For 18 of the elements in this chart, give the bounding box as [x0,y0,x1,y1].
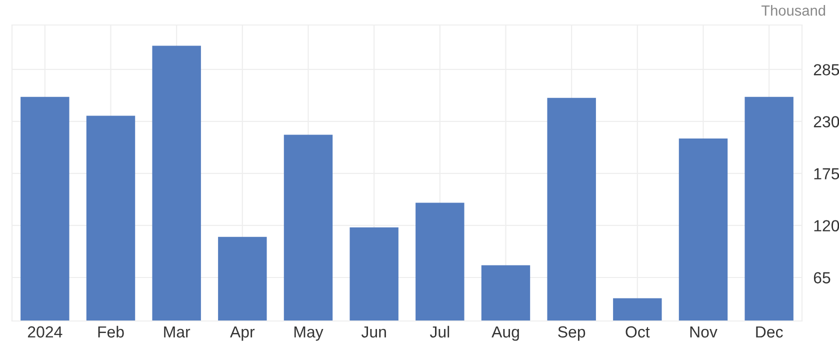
x-tick-label: Apr [230,326,255,341]
x-tick-label: Dec [756,326,783,338]
y-tick-label: 120 [814,220,839,232]
x-tick-label: Jul [430,326,450,338]
x-tick-label: Mar [164,326,190,338]
x-tick-label: Jun [361,326,386,338]
x-tick-label: Aug [492,326,519,341]
x-tick-label: Oct [626,326,650,338]
y-tick-label: 65 [814,272,830,284]
y-tick-label: 230 [814,116,839,128]
x-tick-label: 2024 [28,326,62,338]
x-tick-label: Nov [690,326,718,338]
x-tick-label: May [294,326,324,341]
x-tick-label: Feb [98,326,124,338]
y-tick-label: 285 [814,64,839,76]
x-tick-label: Sep [558,326,586,341]
y-tick-label: 175 [814,168,839,180]
y-axis-title: Thousand [761,5,826,16]
